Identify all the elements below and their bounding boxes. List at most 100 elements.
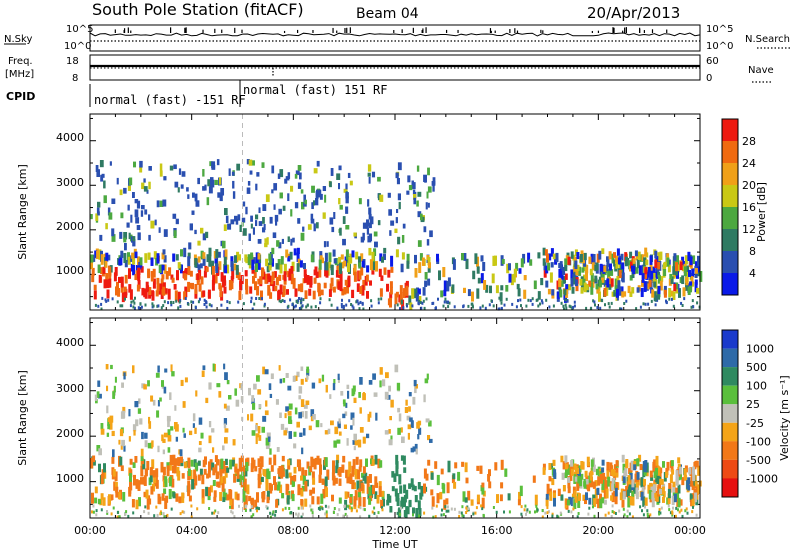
echo-cell: [205, 305, 208, 309]
echo-cell: [304, 274, 307, 283]
echo-cell: [492, 506, 495, 509]
echo-cell: [115, 486, 119, 498]
echo-cell: [693, 488, 697, 494]
echo-cell: [258, 207, 261, 214]
echo-cell: [243, 499, 247, 511]
echo-cell: [100, 423, 104, 430]
echo-cell: [534, 494, 538, 506]
echo-cell: [316, 189, 319, 196]
echo-cell: [643, 257, 647, 267]
echo-cell: [389, 292, 393, 299]
echo-cell: [645, 281, 649, 291]
echo-cell: [253, 269, 257, 279]
echo-cell: [158, 496, 162, 505]
echo-cell: [216, 471, 220, 479]
echo-cell: [565, 469, 568, 476]
echo-cell: [635, 267, 639, 274]
echo-cell: [342, 455, 346, 463]
echo-cell: [558, 268, 562, 278]
echo-cell: [379, 380, 382, 388]
echo-cell: [251, 160, 255, 166]
echo-cell: [426, 191, 429, 199]
echo-cell: [388, 209, 393, 216]
echo-cell: [194, 284, 198, 295]
echo-cell: [126, 222, 130, 228]
echo-cell: [300, 411, 305, 418]
echo-cell: [557, 515, 560, 519]
echo-cell: [567, 509, 570, 513]
echo-cell: [362, 436, 366, 444]
echo-cell: [220, 303, 223, 307]
echo-cell: [235, 219, 239, 225]
echo-cell: [368, 514, 371, 518]
echo-cell: [474, 253, 478, 265]
echo-cell: [148, 214, 151, 221]
echo-cell: [328, 261, 332, 269]
echo-cell: [219, 492, 223, 501]
echo-cell: [500, 459, 504, 470]
echo-cell: [382, 498, 385, 507]
echo-cell: [462, 491, 466, 502]
echo-cell: [95, 213, 99, 221]
echo-cell: [255, 436, 258, 445]
echo-cell: [691, 299, 694, 303]
echo-cell: [523, 508, 526, 512]
echo-cell: [683, 261, 687, 267]
echo-cell: [166, 465, 170, 477]
echo-cell: [111, 234, 116, 242]
echo-cell: [336, 454, 340, 464]
echo-cell: [406, 415, 411, 421]
echo-cell: [495, 510, 498, 514]
echo-cell: [375, 412, 378, 421]
echo-cell: [384, 430, 389, 435]
echo-cell: [157, 365, 160, 373]
echo-cell: [541, 515, 544, 519]
echo-cell: [352, 417, 355, 426]
echo-cell: [106, 432, 110, 437]
echo-cell: [250, 296, 253, 300]
echo-cell: [396, 511, 399, 515]
echo-cell: [313, 223, 316, 232]
echo-cell: [387, 298, 391, 306]
echo-cell: [173, 284, 177, 290]
echo-cell: [646, 509, 649, 513]
echo-cell: [297, 165, 302, 171]
echo-cell: [325, 384, 328, 393]
velocity-ytick-1000: 1000: [56, 472, 84, 485]
echo-cell: [567, 486, 571, 494]
echo-cell: [341, 298, 343, 302]
echo-cell: [224, 492, 228, 501]
echo-cell: [182, 401, 186, 408]
echo-cell: [322, 489, 326, 497]
echo-cell: [128, 436, 131, 442]
echo-cell: [346, 514, 349, 518]
echo-cell: [563, 289, 567, 296]
echo-cell: [649, 262, 653, 272]
echo-cell: [100, 302, 103, 306]
echo-cell: [622, 491, 626, 500]
echo-cell: [335, 465, 339, 474]
echo-cell: [151, 459, 155, 469]
echo-cell: [465, 511, 468, 514]
echo-cell: [292, 375, 296, 382]
echo-cell: [317, 283, 321, 294]
colorbar-tick: 16: [742, 201, 756, 214]
echo-cell: [648, 280, 652, 288]
echo-cell: [291, 303, 294, 307]
echo-cell: [343, 424, 348, 429]
echo-cell: [364, 472, 368, 484]
echo-cell: [290, 511, 293, 514]
echo-cell: [113, 272, 117, 282]
echo-cell: [214, 274, 218, 284]
echo-cell: [616, 248, 620, 256]
echo-cell: [480, 273, 484, 284]
echo-cell: [430, 489, 434, 496]
echo-cell: [132, 236, 136, 242]
echo-cell: [667, 504, 670, 508]
echo-cell: [520, 505, 523, 509]
echo-cell: [669, 273, 673, 280]
echo-cell: [483, 280, 487, 290]
echo-cell: [325, 512, 328, 516]
echo-cell: [267, 284, 271, 296]
